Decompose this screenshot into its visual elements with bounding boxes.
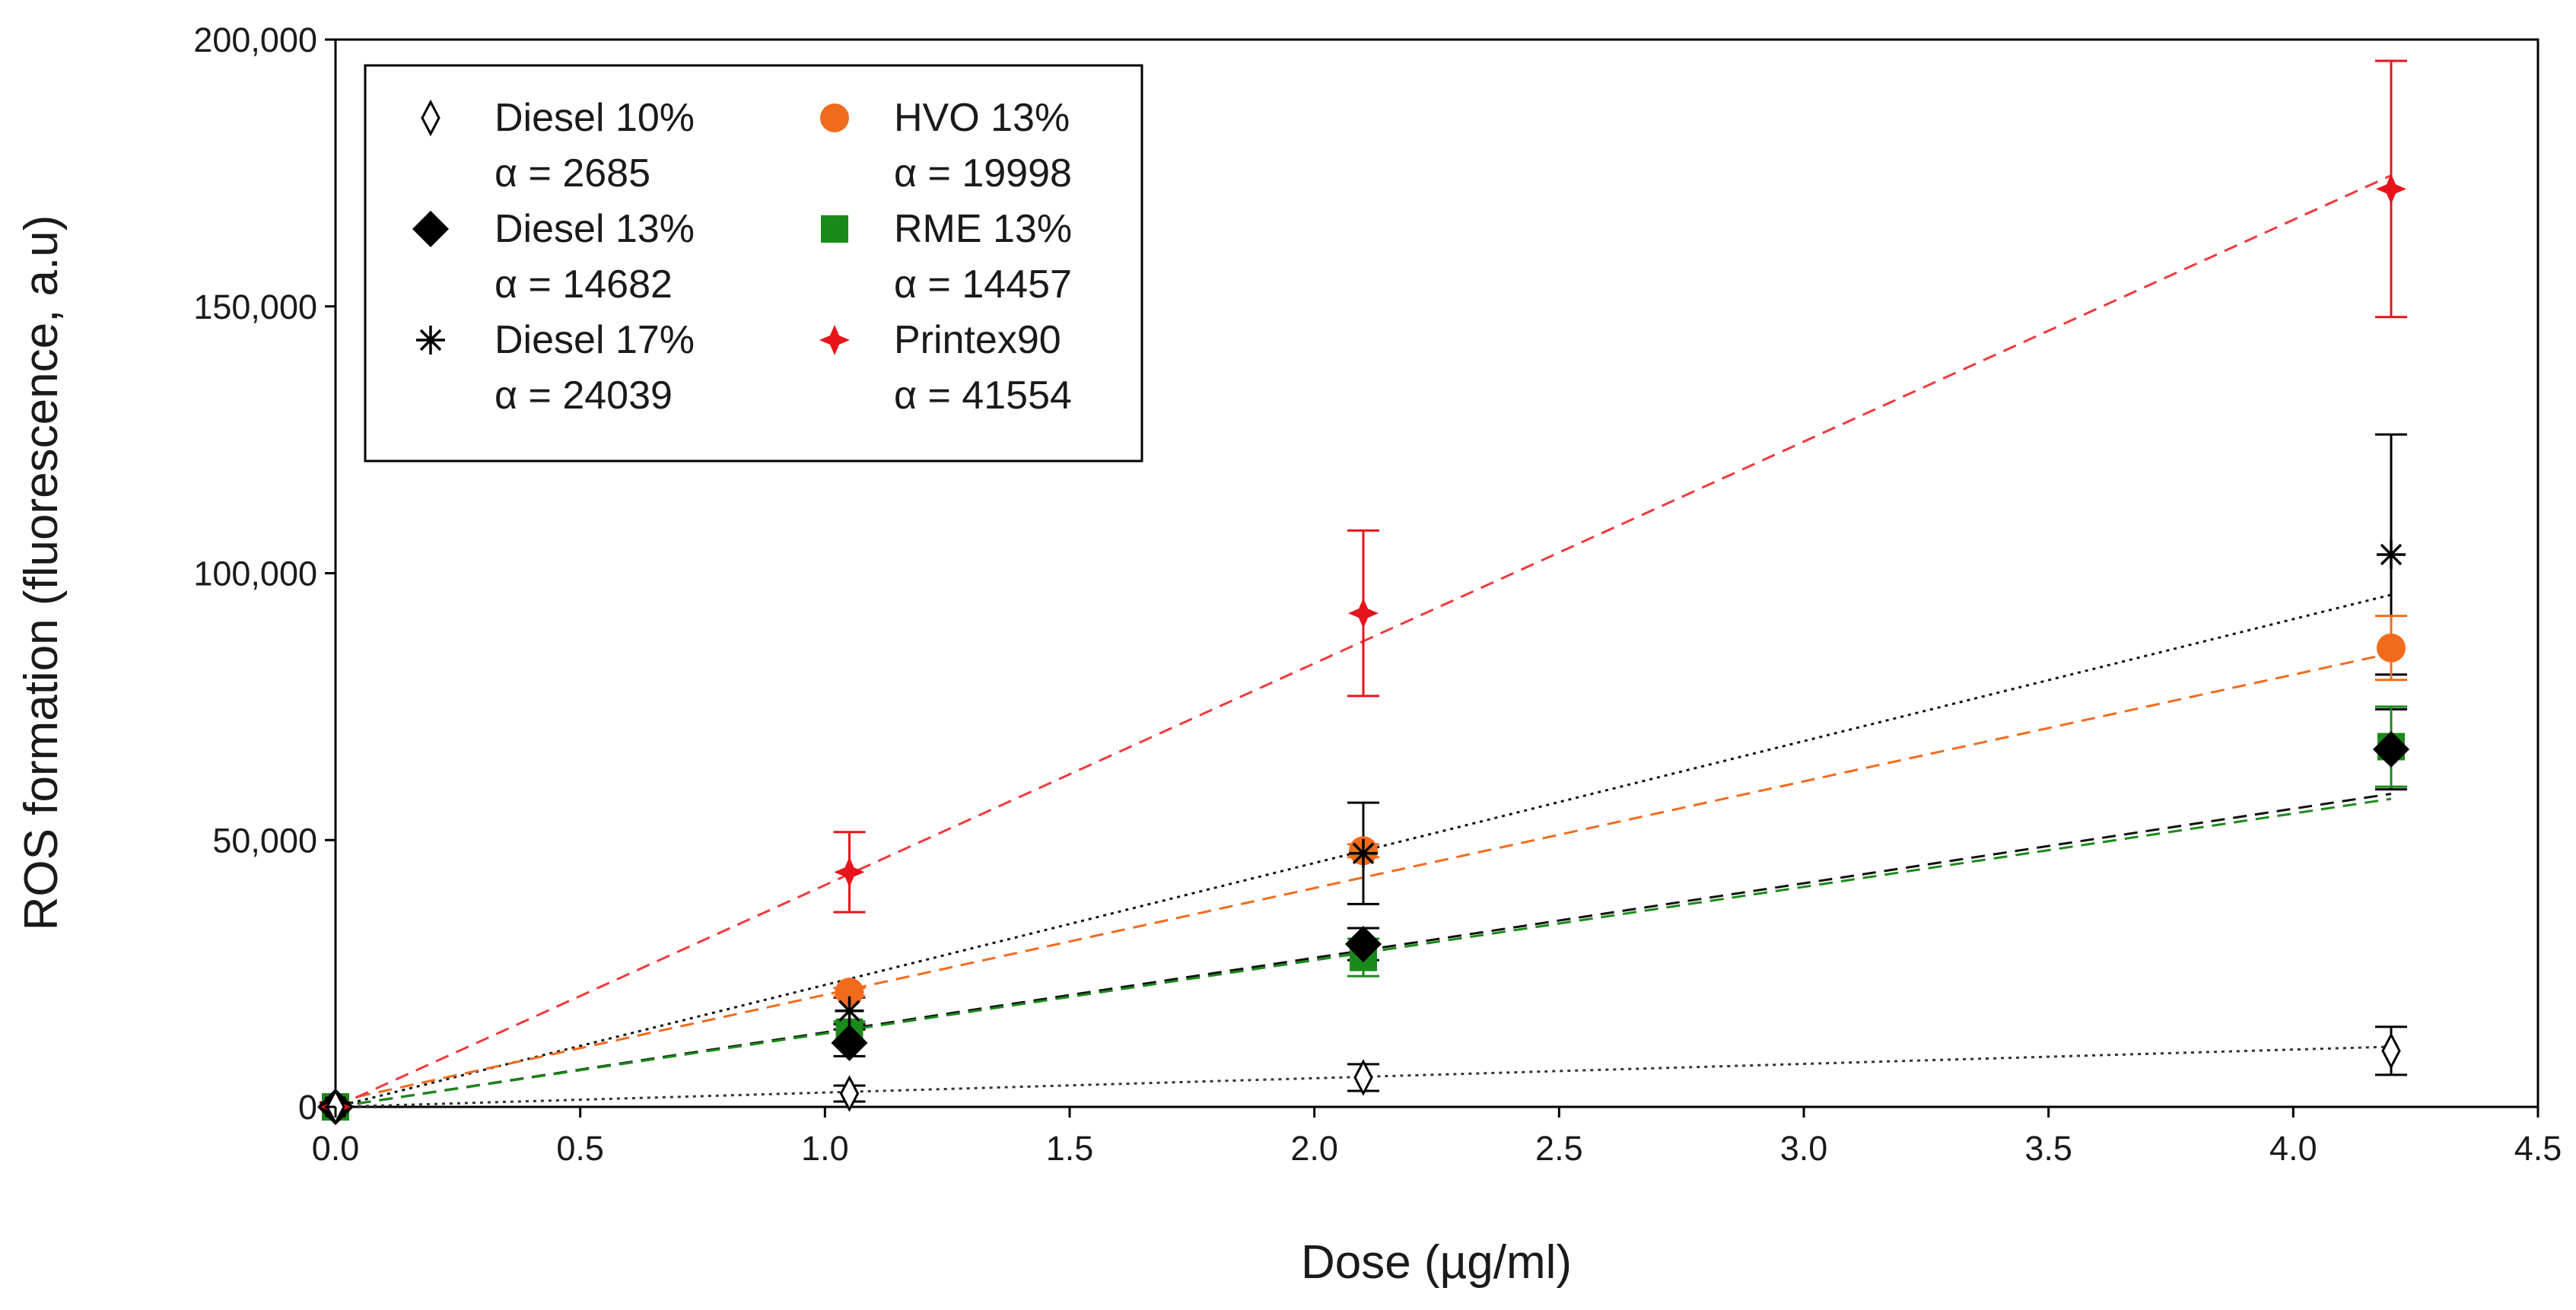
marker-shape — [2377, 633, 2406, 663]
marker-shape — [821, 215, 848, 243]
y-tick-label: 50,000 — [212, 821, 317, 860]
legend-alpha-hvo-13: α = 19998 — [894, 151, 1072, 196]
x-axis-title: Dose (µg/ml) — [1301, 1236, 1572, 1289]
marker-shape — [2376, 173, 2406, 205]
marker-stroke — [1352, 842, 1375, 865]
x-tick-label: 0.0 — [312, 1129, 360, 1168]
data-point-diesel-13- — [2373, 730, 2409, 768]
marker-shape — [2381, 1032, 2401, 1070]
data-point-printex90 — [834, 857, 865, 888]
legend-marker-rme-13- — [821, 215, 848, 243]
legend-marker-printex90 — [819, 325, 850, 355]
marker-stroke — [2380, 543, 2403, 566]
legend-alpha-rme-13: α = 14457 — [894, 262, 1072, 307]
legend-alpha-printex90: α = 41554 — [894, 374, 1072, 418]
data-point-diesel-13- — [1345, 926, 1382, 963]
legend-marker-hvo-13- — [820, 103, 849, 132]
y-axis-title: ROS formation (fluorescence, a.u) — [15, 215, 68, 931]
x-tick-label: 1.5 — [1046, 1129, 1094, 1168]
legend-alpha-diesel-10: α = 2685 — [495, 151, 650, 196]
data-point-diesel-17- — [835, 996, 864, 1025]
fit-line-hvo-13- — [335, 652, 2392, 1103]
marker-shape — [835, 978, 864, 1007]
marker-shape — [1345, 926, 1382, 963]
data-point-diesel-17- — [2377, 539, 2406, 569]
marker-stroke — [838, 1000, 860, 1022]
x-tick-label: 0.5 — [556, 1129, 604, 1168]
data-point-diesel-10- — [2381, 1032, 2401, 1070]
data-point-hvo-13- — [835, 978, 864, 1007]
x-tick-label: 4.5 — [2514, 1129, 2562, 1168]
x-tick-label: 2.0 — [1290, 1129, 1338, 1168]
y-tick-label: 0 — [298, 1088, 317, 1127]
y-tick-label: 200,000 — [193, 21, 317, 59]
legend-label-hvo-13: HVO 13% — [894, 96, 1070, 140]
x-tick-label: 3.5 — [2024, 1129, 2072, 1168]
legend-box — [364, 64, 1143, 463]
legend-label-printex90: Printex90 — [894, 318, 1061, 362]
y-tick-label: 100,000 — [193, 555, 317, 593]
marker-shape — [834, 857, 865, 888]
data-point-diesel-13- — [831, 1024, 868, 1061]
x-tick-label: 2.5 — [1535, 1129, 1583, 1168]
marker-shape — [421, 99, 440, 137]
data-point-diesel-10- — [1353, 1059, 1373, 1096]
y-axis: 0 50,000 100,000 150,000 200,000 — [193, 21, 336, 1127]
legend-label-diesel-13: Diesel 13% — [495, 207, 695, 251]
data-point-diesel-10- — [839, 1075, 860, 1112]
marker-shape — [2373, 730, 2409, 768]
marker-shape — [412, 211, 449, 247]
legend-alpha-diesel-17: α = 24039 — [495, 374, 673, 418]
marker-shape — [819, 325, 850, 355]
marker-shape — [820, 103, 849, 132]
marker-shape — [839, 1075, 860, 1112]
legend-alpha-diesel-13: α = 14682 — [495, 262, 673, 307]
y-tick-label: 150,000 — [193, 288, 317, 326]
legend-label-diesel-17: Diesel 17% — [495, 318, 695, 362]
x-tick-label: 4.0 — [2269, 1129, 2317, 1168]
legend-label-diesel-10: Diesel 10% — [495, 96, 695, 140]
legend-marker-diesel-10- — [421, 99, 440, 137]
data-point-printex90 — [2376, 173, 2406, 205]
data-point-hvo-13- — [2377, 633, 2406, 663]
legend-label-rme-13: RME 13% — [894, 207, 1072, 251]
legend-marker-diesel-13- — [412, 211, 449, 247]
data-point-diesel-17- — [1349, 838, 1378, 868]
x-tick-label: 3.0 — [1780, 1129, 1828, 1168]
x-axis: 0.0 0.5 1.0 1.5 2.0 2.5 3.0 3.5 4.0 4.5 — [312, 1107, 2562, 1168]
legend: Diesel 10% α = 2685 Diesel 13% α = 14682… — [364, 64, 1143, 463]
marker-stroke — [419, 329, 442, 351]
marker-shape — [1353, 1059, 1373, 1096]
marker-shape — [831, 1024, 868, 1061]
legend-markers — [412, 99, 850, 355]
legend-marker-diesel-17- — [416, 326, 445, 355]
data-point-printex90 — [1348, 598, 1379, 629]
marker-shape — [1348, 598, 1379, 629]
x-tick-label: 1.0 — [801, 1129, 849, 1168]
